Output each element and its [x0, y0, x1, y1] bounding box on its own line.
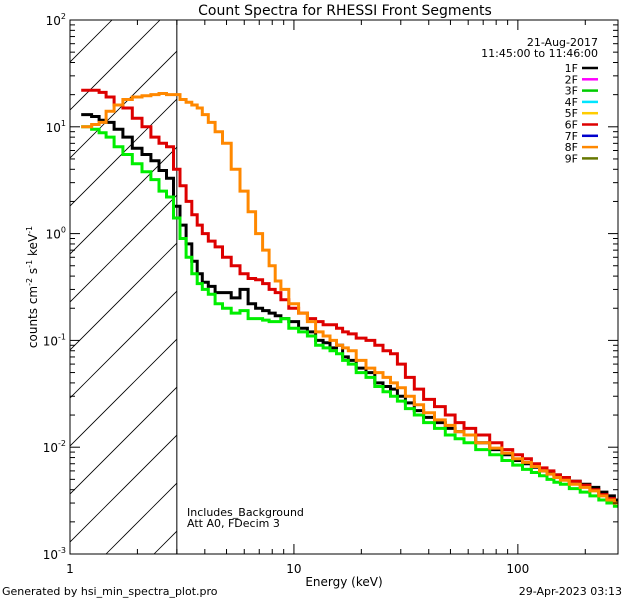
- x-tick-label-min: 1: [66, 562, 74, 576]
- legend-label: 1F: [565, 62, 578, 75]
- series-6f: [81, 88, 618, 505]
- time-range-label: 11:45:00 to 11:46:00: [481, 47, 598, 60]
- annotation-attenuator: Att A0, FDecim 3: [187, 517, 280, 530]
- y-tick-label: 102: [46, 12, 66, 28]
- hatch-line: [70, 98, 177, 207]
- plot-frame: [69, 19, 619, 555]
- y-label-part: keV: [26, 233, 40, 260]
- y-label-exp: -1: [25, 226, 34, 234]
- y-label-exp: -1: [25, 260, 34, 268]
- legend-label: 2F: [565, 73, 578, 86]
- legend-label: 7F: [565, 130, 578, 143]
- y-tick-label: 10-3: [43, 546, 66, 562]
- hatch-line: [70, 386, 177, 495]
- y-tick-label: 100: [46, 226, 66, 242]
- y-tick-exp: -3: [58, 546, 66, 555]
- legend-label: 5F: [565, 107, 578, 120]
- y-tick-exp: -1: [58, 332, 66, 341]
- legend-label: 8F: [565, 141, 578, 154]
- y-tick-base: 10: [46, 121, 61, 135]
- hatch-line: [70, 338, 177, 447]
- y-tick-exp: -2: [58, 439, 66, 448]
- y-tick-label: 101: [46, 119, 66, 135]
- legend-label: 4F: [565, 96, 578, 109]
- y-tick-label: 10-1: [43, 332, 66, 348]
- y-tick-label: 10-2: [43, 439, 66, 455]
- axis-ticks: [69, 19, 618, 555]
- chart-title: Count Spectra for RHESSI Front Segments: [198, 3, 492, 19]
- generated-by-footer: Generated by hsi_min_spectra_plot.pro: [2, 585, 218, 598]
- date-label: 21-Aug-2017: [527, 36, 598, 49]
- y-label-exp: -2: [25, 278, 34, 286]
- hatch-line: [70, 242, 177, 351]
- y-tick-exp: 1: [61, 119, 66, 128]
- y-tick-exp: 2: [61, 12, 66, 21]
- x-tick-label: 100: [506, 562, 529, 576]
- hatch-line: [70, 434, 177, 543]
- series-1f: [81, 113, 618, 502]
- legend-label: 3F: [565, 85, 578, 98]
- hatch-line: [70, 290, 177, 399]
- x-axis-label: Energy (keV): [305, 575, 382, 589]
- x-tick-labels: 10 100: [286, 562, 529, 576]
- legend-label: 6F: [565, 119, 578, 132]
- y-tick-base: 10: [46, 14, 61, 28]
- y-label-part: s: [26, 268, 40, 278]
- y-tick-base: 10: [43, 334, 58, 348]
- hatched-region: [0, 14, 177, 554]
- series-layer: [81, 88, 618, 508]
- y-axis-label: counts cm-2 s-1 keV-1: [25, 226, 40, 348]
- series-8f: [81, 92, 618, 505]
- hatch-line: [0, 14, 70, 554]
- y-tick-base: 10: [43, 548, 58, 562]
- y-label-part: counts cm: [26, 286, 40, 348]
- y-tick-base: 10: [43, 441, 58, 455]
- hatch-line: [105, 482, 177, 554]
- x-tick-label: 10: [286, 562, 301, 576]
- legend-label: 9F: [565, 152, 578, 165]
- y-tick-base: 10: [46, 228, 61, 242]
- timestamp-footer: 29-Apr-2023 03:13: [519, 585, 622, 598]
- annotation-background: Includes_Background: [187, 506, 304, 519]
- series-3f: [81, 125, 618, 508]
- hatch-line: [70, 20, 113, 63]
- y-tick-exp: 0: [61, 226, 66, 235]
- hatch-line: [70, 194, 177, 303]
- hatch-line: [70, 20, 161, 111]
